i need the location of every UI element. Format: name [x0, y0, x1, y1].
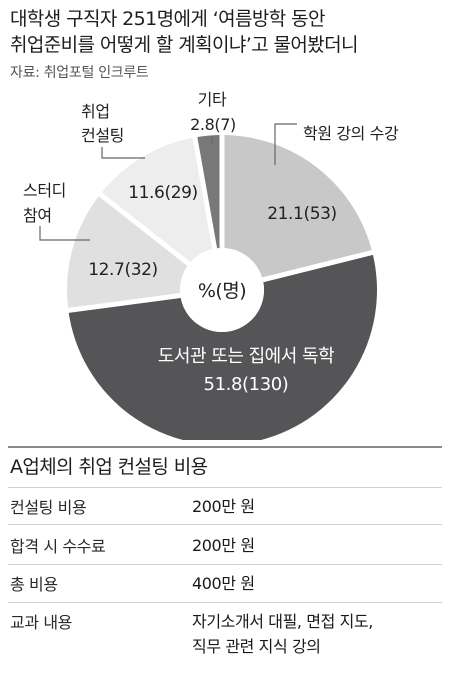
row-key: 합격 시 수수료 — [10, 537, 106, 556]
row-value: 200만 원 — [192, 497, 255, 516]
row-value: 자기소개서 대필, 면접 지도, 직무 관련 지식 강의 — [192, 609, 373, 659]
row-value: 200만 원 — [192, 536, 255, 555]
slice-lecture — [222, 135, 373, 280]
slice-value-self-study: 51.8(130) — [204, 374, 289, 395]
donut-slices — [67, 134, 377, 440]
slice-label-other: 기타 — [198, 90, 227, 109]
row-key: 컨설팅 비용 — [10, 498, 87, 517]
leader-lecture — [274, 123, 297, 165]
chart-title: 대학생 구직자 251명에게 ‘여름방학 동안 취업준비를 어떻게 할 계획이냐… — [10, 6, 442, 58]
row-value-line-1: 자기소개서 대필, 면접 지도, — [192, 612, 373, 631]
center-label: %(명) — [198, 280, 246, 302]
donut-chart: %(명) 학원 강의 수강 21.1(53) 도서관 또는 집에서 독학 51.… — [23, 90, 399, 440]
slice-separator — [67, 293, 181, 314]
slice-separator — [97, 191, 191, 267]
slice-value-consulting: 11.6(29) — [128, 183, 198, 203]
donut-hole — [180, 248, 264, 332]
table-rule — [8, 524, 442, 525]
source-note: 자료: 취업포털 인크루트 — [10, 65, 149, 81]
slice-value-study-group: 12.7(32) — [88, 260, 158, 280]
row-value-line-2: 직무 관련 지식 강의 — [192, 637, 321, 656]
leader-consulting — [101, 147, 145, 159]
slice-study-group — [67, 194, 189, 311]
slice-label-consulting-1: 취업 — [81, 102, 110, 121]
slice-separator — [262, 249, 374, 283]
slice-label-study-group-1: 스터디 — [23, 181, 66, 200]
table-title: A업체의 취업 컨설팅 비용 — [10, 456, 208, 478]
slice-value-lecture: 21.1(53) — [267, 204, 337, 224]
slice-separator — [192, 135, 218, 250]
chart-title-line-1: 대학생 구직자 251명에게 ‘여름방학 동안 — [10, 8, 325, 30]
slice-consulting — [100, 137, 215, 265]
leader-lines — [39, 123, 297, 241]
table-rule — [8, 564, 442, 565]
row-value: 400만 원 — [192, 574, 255, 593]
slice-label-lecture: 학원 강의 수강 — [303, 124, 399, 143]
slice-label-consulting-2: 컨설팅 — [81, 126, 124, 145]
row-key: 교과 내용 — [10, 613, 72, 632]
chart-title-line-2: 취업준비를 어떻게 할 계획이냐’고 물어봤더니 — [10, 34, 359, 56]
table-rule — [8, 487, 442, 488]
slice-self-study — [68, 252, 377, 440]
leader-study-group — [39, 226, 90, 241]
table-top-rule — [8, 446, 442, 448]
slice-label-self-study: 도서관 또는 집에서 독학 — [158, 346, 334, 367]
slice-value-other: 2.8(7) — [190, 115, 236, 134]
slice-label-study-group-2: 참여 — [23, 206, 52, 225]
table-rule — [8, 602, 442, 603]
row-key: 총 비용 — [10, 575, 58, 594]
